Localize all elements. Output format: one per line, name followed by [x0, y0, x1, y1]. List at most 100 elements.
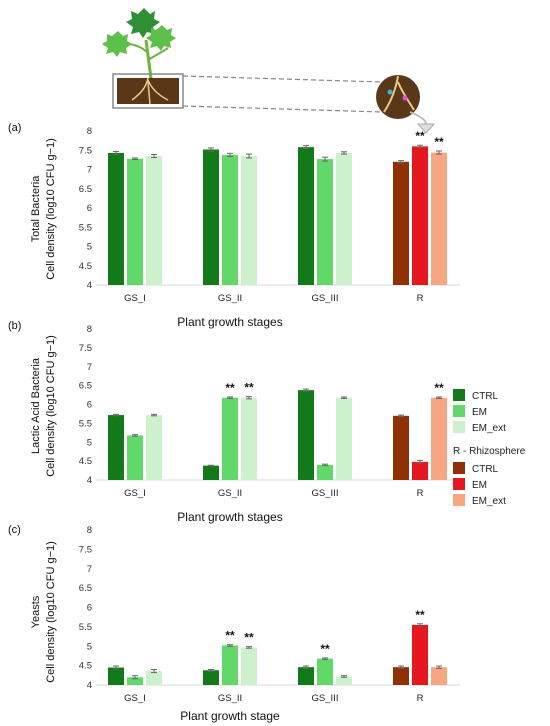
error-bar — [208, 669, 214, 672]
panel-label: (c) — [8, 524, 21, 536]
y-tick-label: 4 — [87, 680, 92, 691]
error-bar — [246, 153, 252, 159]
y-tick-label: 7 — [87, 165, 92, 176]
x-tick-label: R — [417, 293, 424, 304]
y-axis-ticks: 4 4.5 5 5.5 6 6.5 7 7.5 8 — [79, 126, 92, 291]
y-tick-label: 4.5 — [79, 661, 92, 672]
error-bar — [208, 464, 214, 467]
error-bar — [246, 396, 252, 400]
x-tick-label: GS_III — [312, 293, 339, 304]
bar-GS_I-CTRL — [108, 415, 124, 480]
legend-rhizosphere-title: R - Rhizosphere — [453, 446, 526, 457]
bar-R-EM — [412, 624, 428, 685]
x-tick-label: R — [417, 488, 424, 499]
error-bar — [341, 675, 347, 678]
y-tick-label: 7.5 — [79, 343, 92, 354]
bar-GS_I-CTRL — [108, 152, 124, 285]
error-bar — [246, 646, 252, 649]
error-bar — [341, 151, 347, 155]
legend-label: EM_ext — [472, 496, 506, 507]
error-bar — [151, 413, 157, 417]
bar-R-EM_ext — [431, 667, 447, 685]
plant-illustration — [102, 8, 436, 134]
x-tick-label: R — [417, 693, 424, 704]
bar-GS_III-CTRL — [298, 667, 314, 685]
x-axis-ticks: GS_I GS_II GS_III R — [124, 488, 423, 499]
error-bar — [417, 459, 423, 464]
error-bar — [398, 160, 404, 164]
error-bar — [151, 153, 157, 159]
error-bar — [113, 150, 119, 155]
y-tick-label: 5.5 — [79, 222, 92, 233]
bar-GS_II-EM_ext — [241, 647, 257, 685]
y-axis-unit: Cell density (log10 CFU g−1) — [45, 541, 57, 683]
y-tick-label: 8 — [87, 126, 92, 137]
leaf-icon — [102, 31, 132, 57]
y-tick-label: 4 — [87, 280, 92, 291]
x-axis-ticks: GS_I GS_II GS_III R — [124, 693, 423, 704]
bar-R-CTRL — [393, 161, 409, 285]
error-bar — [436, 150, 442, 155]
bar-R-EM — [412, 461, 428, 480]
significance-marker: ** — [244, 381, 254, 395]
bar-R-CTRL — [393, 667, 409, 685]
y-tick-label: 8 — [87, 324, 92, 335]
error-bar — [227, 396, 233, 399]
x-tick-label: GS_I — [124, 488, 146, 499]
legend-swatch-em — [453, 405, 465, 417]
bar-GS_II-EM_ext — [241, 397, 257, 480]
error-bar — [227, 152, 233, 157]
x-tick-label: GS_I — [124, 693, 146, 704]
panel-c: (c) Yeasts Cell density (log10 CFU g−1) … — [8, 524, 460, 723]
bar-R-EM_ext — [431, 397, 447, 480]
error-bar — [227, 644, 233, 647]
error-bar — [436, 396, 442, 399]
error-bar — [303, 388, 309, 392]
y-tick-label: 6.5 — [79, 184, 92, 195]
error-bar — [208, 147, 214, 152]
bar-GS_II-CTRL — [203, 465, 219, 480]
y-tick-label: 6.5 — [79, 381, 92, 392]
error-bar — [113, 413, 119, 417]
significance-marker: ** — [244, 631, 254, 645]
bar-GS_I-EM — [127, 677, 143, 685]
y-axis-title: Lactic Acid Bacteria — [30, 357, 42, 454]
bar-GS_III-EM_ext — [336, 676, 352, 685]
x-axis-ticks: GS_I GS_II GS_III R — [124, 293, 423, 304]
bar-GS_II-EM — [222, 154, 238, 285]
legend-label: EM_ext — [472, 423, 506, 434]
bar-GS_III-CTRL — [298, 390, 314, 480]
error-bar — [417, 144, 423, 149]
error-bar — [322, 463, 328, 467]
bar-GS_I-CTRL — [108, 667, 124, 685]
x-tick-label: GS_II — [218, 693, 242, 704]
error-bar — [322, 657, 328, 660]
bar-GS_II-CTRL — [203, 149, 219, 285]
x-tick-label: GS_III — [312, 488, 339, 499]
bar-GS_I-EM_ext — [146, 671, 162, 685]
y-tick-label: 7.5 — [79, 145, 92, 156]
legend-label: CTRL — [472, 391, 499, 402]
x-axis-title: Plant growth stage — [180, 709, 280, 723]
zoom-frame — [112, 73, 184, 109]
significance-marker: ** — [320, 642, 330, 656]
x-tick-label: GS_I — [124, 293, 146, 304]
error-bar — [322, 156, 328, 162]
error-bar — [303, 665, 309, 669]
error-bar — [417, 623, 423, 627]
bar-GS_III-EM_ext — [336, 397, 352, 480]
error-bar — [132, 157, 138, 160]
legend-label: CTRL — [472, 464, 499, 475]
x-tick-label: GS_III — [312, 693, 339, 704]
y-tick-label: 8 — [87, 525, 92, 536]
y-tick-label: 4.5 — [79, 456, 92, 467]
y-axis-title: Yeasts — [30, 595, 42, 628]
bar-R-CTRL — [393, 415, 409, 480]
error-bar — [132, 434, 138, 437]
bar-GS_II-CTRL — [203, 670, 219, 685]
y-axis-unit: Cell density (log10 CFU g−1) — [45, 335, 57, 477]
error-bar — [341, 396, 347, 399]
error-bar — [303, 145, 309, 150]
arrow-icon — [409, 111, 427, 125]
y-tick-label: 5.5 — [79, 418, 92, 429]
